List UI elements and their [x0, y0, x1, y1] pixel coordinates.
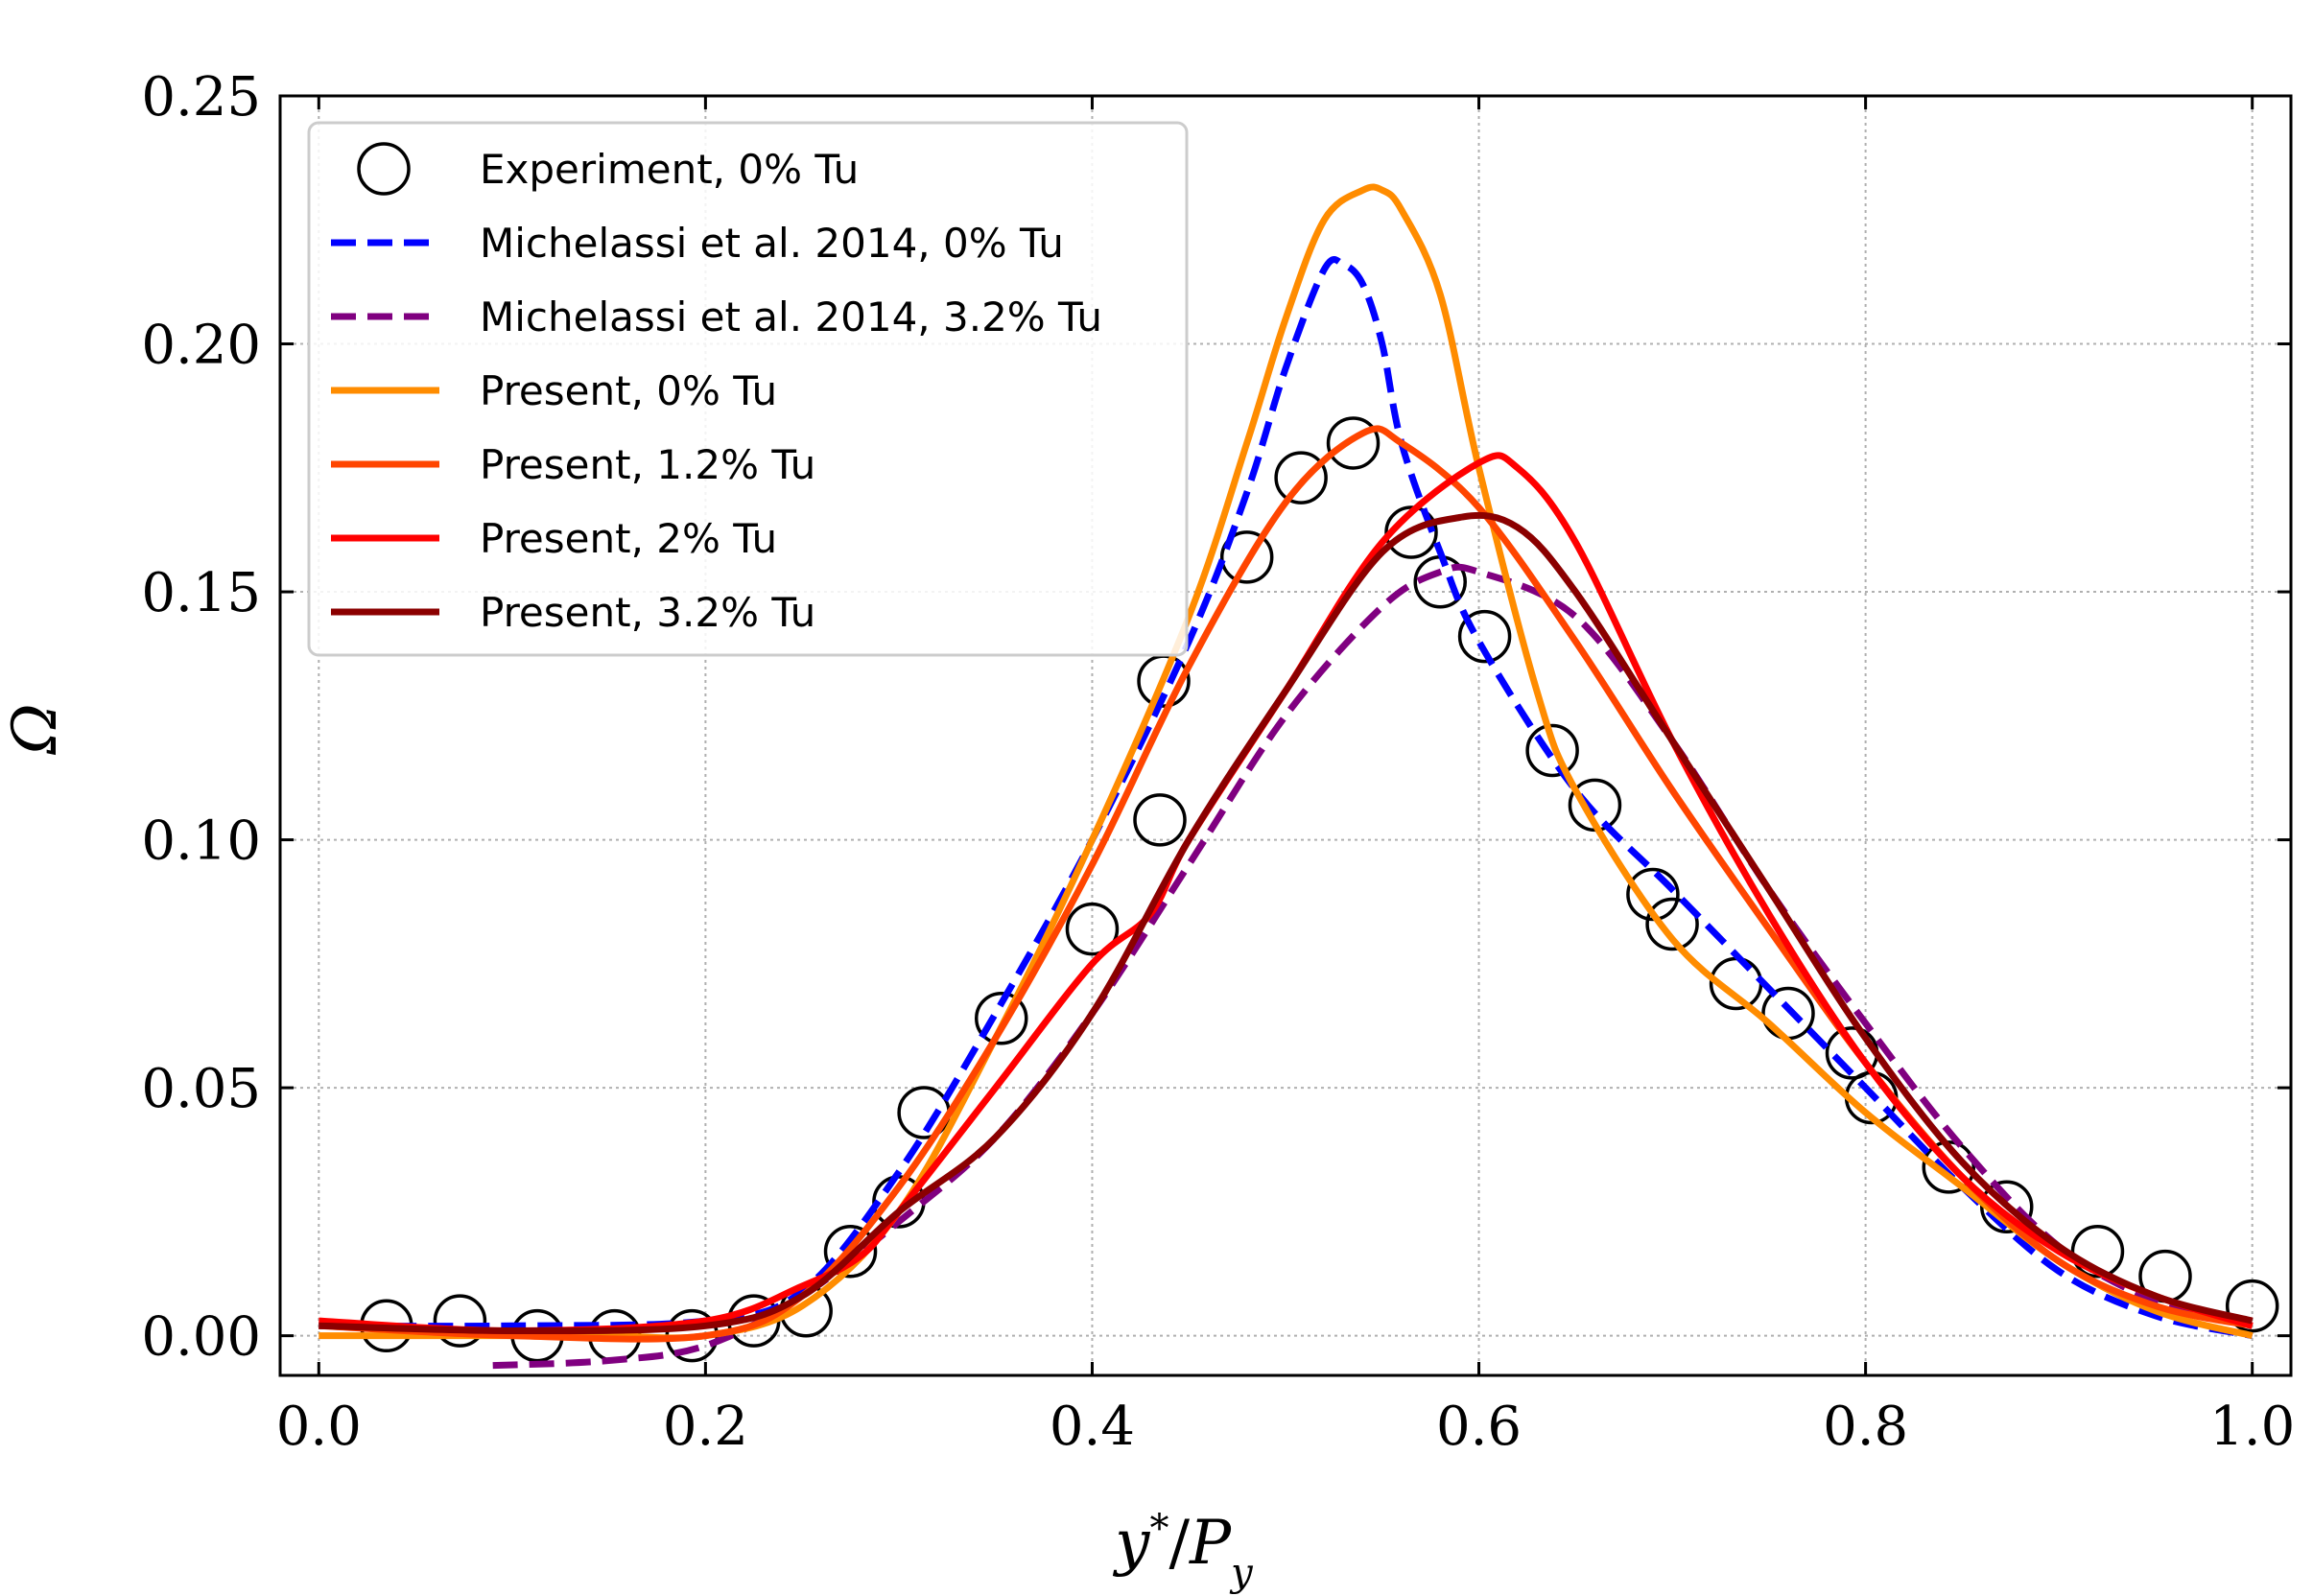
x-tick-label: 0.0: [276, 1396, 362, 1458]
experiment-point: [1219, 530, 1274, 584]
experiment-point: [1326, 416, 1381, 470]
plot-series: [319, 183, 2279, 1370]
x-title-base: y: [1112, 1508, 1150, 1579]
series-2: [492, 563, 2254, 1370]
x-title-sup: *: [1149, 1507, 1168, 1551]
tick-labels: 0.0 0.2 0.4 0.6 0.8 1.0 0.00 0.05 0.10 0.15 0.20 0.…: [141, 66, 2295, 1458]
legend-entry: Michelassi et al. 2014, 3.2% Tu: [331, 293, 1102, 340]
y-tick-label: 0.00: [141, 1306, 261, 1369]
legend-label: Michelassi et al. 2014, 0% Tu: [480, 220, 1064, 267]
x-tick-label: 0.6: [1436, 1396, 1522, 1458]
experiment-point: [1645, 897, 1699, 951]
legend-label: Experiment, 0% Tu: [480, 146, 859, 193]
experiment-point: [2225, 1279, 2279, 1333]
x-title-p: P: [1189, 1508, 1232, 1579]
y-tick-label: 0.10: [141, 810, 261, 873]
y-tick-label: 0.05: [141, 1058, 261, 1120]
experiment-point: [2070, 1224, 2125, 1279]
x-title-sub: y: [1229, 1551, 1254, 1595]
series-line-1: [319, 256, 2254, 1340]
legend-marker: [357, 142, 411, 196]
legend-label: Michelassi et al. 2014, 3.2% Tu: [480, 293, 1102, 340]
experiment-point: [1457, 609, 1512, 664]
y-tick-label: 0.20: [141, 315, 261, 377]
x-tick-label: 0.2: [663, 1396, 748, 1458]
series-line-2: [492, 563, 2254, 1370]
ticks: [280, 94, 2291, 1375]
series-1: [319, 256, 2254, 1340]
experiment-point: [1065, 902, 1120, 956]
experiment-point: [433, 1294, 487, 1348]
legend-entry: Present, 3.2% Tu: [331, 589, 815, 636]
experiment-point: [1979, 1180, 2034, 1233]
grid: [280, 95, 2291, 1375]
x-tick-label: 1.0: [2209, 1396, 2295, 1458]
legend: Experiment, 0% Tu Michelassi et al. 2014,…: [307, 121, 1189, 657]
series-line-6: [319, 511, 2254, 1335]
x-axis-title: y*/Py: [1112, 1507, 1254, 1595]
series-6: [319, 511, 2254, 1335]
legend-box: [307, 121, 1189, 657]
experiment-point: [823, 1224, 878, 1279]
x-tick-label: 0.4: [1050, 1396, 1135, 1458]
experiment-point: [1133, 793, 1187, 847]
legend-label: Present, 0% Tu: [480, 367, 777, 414]
experiment-point: [1525, 723, 1579, 778]
x-title-sep: /: [1168, 1508, 1190, 1579]
legend-entry: Michelassi et al. 2014, 0% Tu: [331, 220, 1064, 267]
experiment-point: [1384, 505, 1438, 559]
plot-frame: [278, 94, 2293, 1377]
legend-label: Present, 1.2% Tu: [480, 441, 815, 488]
series-line-3: [319, 183, 2254, 1342]
y-axis-title: Ω: [0, 703, 71, 755]
legend-label: Present, 2% Tu: [480, 515, 777, 562]
legend-entry: Present, 1.2% Tu: [331, 441, 815, 488]
experiment-point: [974, 991, 1028, 1045]
experiment-point: [1761, 986, 1815, 1041]
y-tick-label: 0.25: [141, 66, 261, 129]
legend-entry: Experiment, 0% Tu: [357, 142, 859, 196]
legend-entry: Present, 0% Tu: [331, 367, 777, 414]
series-3: [319, 183, 2254, 1342]
legend-entry: Present, 2% Tu: [331, 515, 777, 562]
y-tick-label: 0.15: [141, 562, 261, 624]
x-tick-label: 0.8: [1823, 1396, 1908, 1458]
experiment-point: [1274, 451, 1328, 505]
legend-label: Present, 3.2% Tu: [480, 589, 815, 636]
